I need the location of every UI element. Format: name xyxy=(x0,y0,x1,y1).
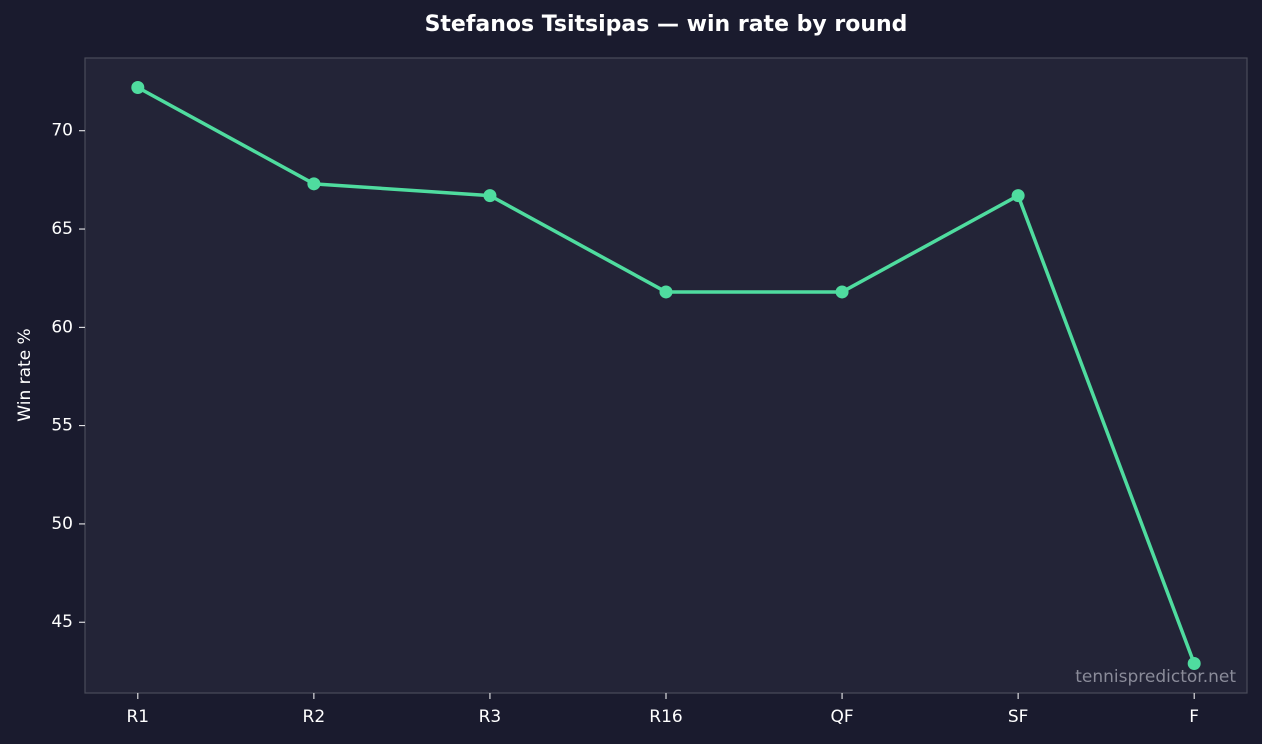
point xyxy=(1187,657,1201,671)
y-axis-label: Win rate % xyxy=(15,328,35,421)
chart-title: Stefanos Tsitsipas — win rate by round xyxy=(425,12,908,37)
x-tick-label: R3 xyxy=(479,707,502,727)
y-tick-label: 55 xyxy=(51,416,73,436)
y-tick-label: 50 xyxy=(51,514,73,534)
point xyxy=(835,285,849,299)
x-tick-label: R2 xyxy=(303,707,326,727)
x-tick-label: R1 xyxy=(126,707,149,727)
point xyxy=(307,177,321,191)
point xyxy=(131,80,145,94)
y-tick-label: 65 xyxy=(51,219,73,239)
x-tick-label: F xyxy=(1189,707,1199,727)
point xyxy=(1011,189,1025,203)
x-tick-label: SF xyxy=(1008,707,1029,727)
watermark: tennispredictor.net xyxy=(1075,667,1236,687)
y-tick-label: 45 xyxy=(51,612,73,632)
x-tick-label: QF xyxy=(830,707,853,727)
y-tick-label: 70 xyxy=(51,121,73,141)
x-tick-label: R16 xyxy=(649,707,682,727)
point xyxy=(659,285,673,299)
y-tick-label: 60 xyxy=(51,317,73,337)
point xyxy=(483,189,497,203)
